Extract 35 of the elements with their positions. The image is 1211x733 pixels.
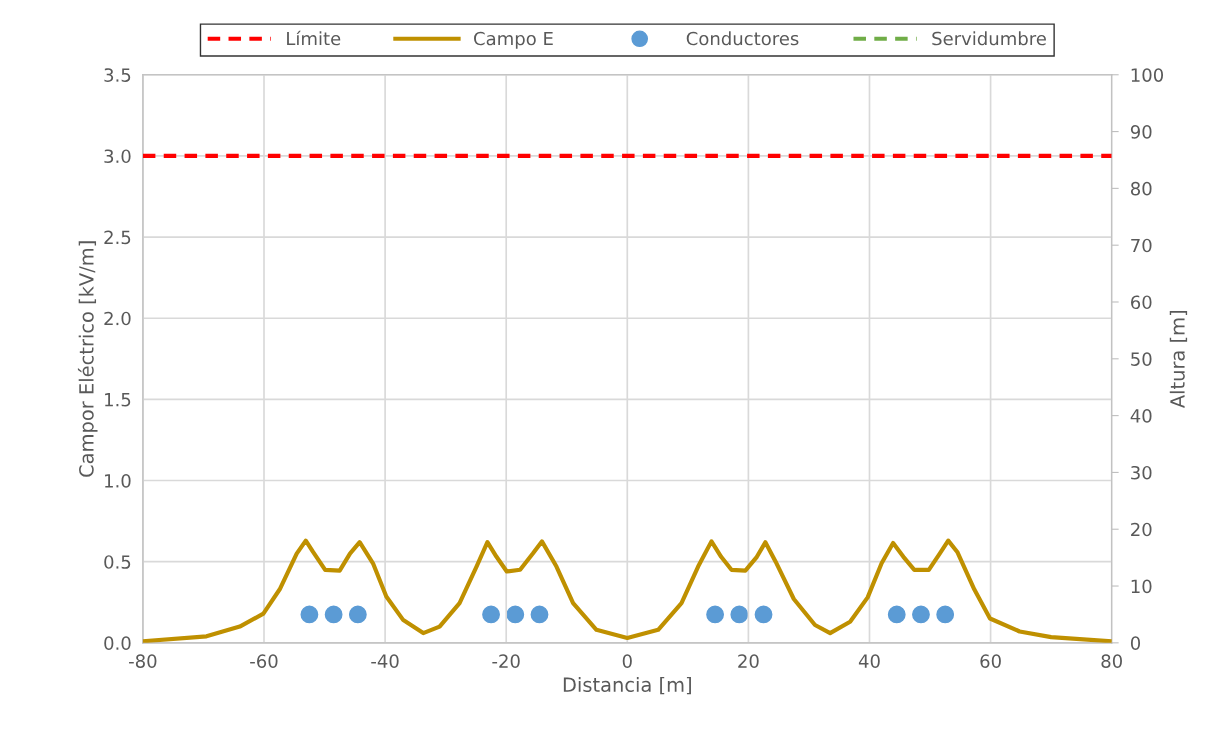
y-tick-label: 2.0 — [104, 311, 131, 326]
y2-tick-label: 20 — [1131, 522, 1152, 537]
x-tick-label: -20 — [492, 654, 520, 668]
y-tick-label: 0.0 — [104, 636, 131, 650]
x-tick-label: 40 — [858, 654, 880, 668]
x-tick-label: -80 — [129, 654, 157, 668]
y2-tick-label: 60 — [1131, 295, 1152, 310]
y2-tick-label: 0 — [1130, 636, 1141, 650]
legend-label: Conductores — [686, 31, 799, 46]
y2-tick-label: 50 — [1131, 352, 1152, 366]
y2-tick-label: 80 — [1130, 181, 1152, 196]
y2-tick-label: 40 — [1130, 409, 1152, 423]
y-tick-label: 2.5 — [104, 230, 131, 245]
y2-tick-label: 90 — [1130, 125, 1152, 139]
y-tick-label: 3.0 — [104, 149, 131, 164]
y2-axis-title: Altura [m] — [1169, 311, 1188, 409]
x-tick-label: 0 — [622, 654, 632, 668]
x-tick-label: -40 — [371, 654, 399, 668]
legend-label: Campo E — [474, 31, 553, 49]
y-tick-label: 1.5 — [105, 393, 131, 407]
x-axis-title: Distancia [m] — [563, 676, 691, 695]
y2-tick-label: 70 — [1131, 238, 1152, 253]
legend-label: Servidumbre — [932, 31, 1046, 46]
legend-label: Límite — [287, 30, 341, 46]
y-tick-label: 3.5 — [104, 68, 131, 82]
x-tick-label: 20 — [738, 654, 759, 668]
x-tick-label: 60 — [980, 654, 1001, 668]
y-tick-label: 0.5 — [104, 555, 131, 569]
x-tick-label: 80 — [1101, 654, 1122, 668]
y2-tick-label: 100 — [1131, 68, 1164, 82]
x-tick-label: -60 — [250, 654, 278, 668]
y2-tick-label: 30 — [1131, 465, 1152, 480]
y2-tick-label: 10 — [1131, 579, 1152, 594]
y-axis-title: Campor Eléctrico [kV/m] — [77, 241, 98, 477]
y-tick-label: 1.0 — [105, 473, 131, 488]
